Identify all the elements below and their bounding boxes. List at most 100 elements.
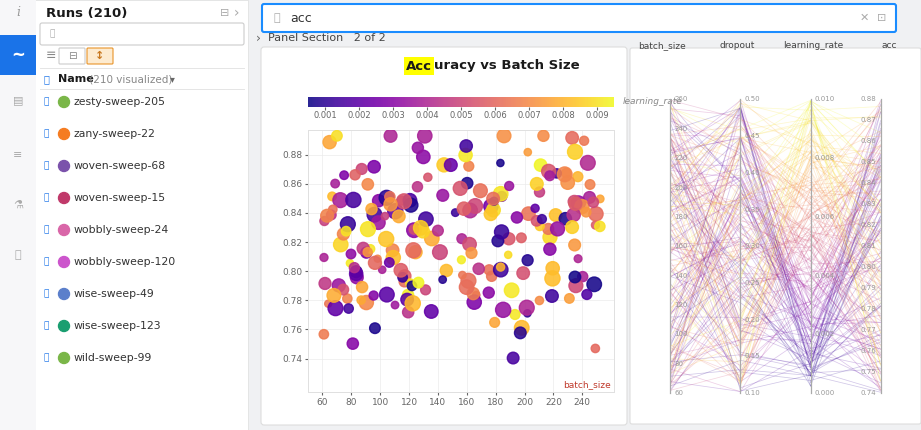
- Text: 0.10: 0.10: [745, 390, 761, 396]
- Point: [328, 180, 343, 187]
- Text: 200: 200: [674, 184, 688, 190]
- Point: [502, 182, 517, 189]
- Point: [530, 218, 544, 224]
- Text: acc: acc: [290, 12, 311, 25]
- FancyBboxPatch shape: [630, 48, 921, 424]
- Point: [324, 212, 339, 218]
- Point: [328, 305, 343, 312]
- Point: [322, 139, 337, 146]
- Point: [454, 256, 469, 263]
- Point: [558, 215, 573, 222]
- Point: [528, 205, 542, 212]
- FancyBboxPatch shape: [261, 47, 627, 425]
- Text: 100: 100: [674, 332, 688, 338]
- Point: [534, 215, 549, 222]
- Point: [386, 254, 401, 261]
- Point: [382, 259, 397, 266]
- Point: [360, 249, 375, 255]
- Text: 0.15: 0.15: [745, 353, 761, 359]
- Point: [397, 278, 412, 285]
- Point: [466, 290, 481, 297]
- Point: [448, 209, 462, 216]
- Point: [571, 200, 586, 206]
- Point: [459, 143, 473, 150]
- Point: [367, 259, 382, 266]
- Point: [443, 162, 458, 169]
- Point: [360, 181, 375, 188]
- Point: [411, 279, 426, 286]
- Point: [542, 246, 557, 252]
- Text: wobbly-sweep-120: wobbly-sweep-120: [74, 257, 176, 267]
- Point: [349, 270, 364, 277]
- Circle shape: [59, 257, 69, 267]
- Point: [418, 286, 433, 293]
- Point: [371, 219, 386, 226]
- Point: [439, 267, 454, 274]
- Point: [327, 292, 342, 299]
- Point: [347, 264, 362, 271]
- Point: [402, 280, 417, 287]
- Text: 👁: 👁: [44, 74, 50, 84]
- Point: [388, 208, 402, 215]
- FancyBboxPatch shape: [87, 48, 113, 64]
- Point: [565, 224, 579, 230]
- Text: 180: 180: [674, 214, 688, 220]
- Point: [507, 311, 522, 318]
- Point: [542, 234, 557, 241]
- Point: [550, 225, 565, 232]
- Point: [397, 273, 412, 280]
- Text: 0.80: 0.80: [860, 264, 877, 270]
- Point: [344, 251, 358, 258]
- Text: 0.81: 0.81: [860, 243, 877, 249]
- Point: [473, 187, 488, 194]
- Text: 0.30: 0.30: [745, 243, 761, 249]
- Text: 80: 80: [674, 361, 683, 367]
- Point: [343, 260, 357, 267]
- Point: [462, 207, 477, 214]
- Point: [576, 273, 590, 280]
- Text: 0.78: 0.78: [860, 306, 877, 312]
- Point: [562, 295, 577, 302]
- Text: 240: 240: [674, 126, 688, 132]
- Point: [411, 144, 426, 151]
- Point: [333, 241, 348, 248]
- Point: [495, 228, 509, 235]
- Point: [577, 137, 591, 144]
- Point: [578, 209, 593, 215]
- FancyBboxPatch shape: [59, 48, 85, 64]
- Point: [400, 296, 414, 303]
- Text: 0.74: 0.74: [861, 390, 877, 396]
- Point: [494, 264, 508, 270]
- Point: [355, 166, 369, 172]
- Point: [342, 305, 356, 312]
- FancyBboxPatch shape: [262, 4, 896, 32]
- Point: [514, 324, 529, 331]
- Point: [557, 171, 572, 178]
- Point: [320, 212, 334, 219]
- Text: 0.40: 0.40: [745, 170, 761, 176]
- Point: [536, 132, 551, 139]
- Point: [436, 192, 450, 199]
- Point: [367, 211, 382, 218]
- Point: [580, 160, 595, 166]
- Text: 260: 260: [674, 96, 688, 102]
- Text: 220: 220: [674, 155, 688, 161]
- Text: 🔍: 🔍: [50, 30, 55, 39]
- Point: [403, 202, 418, 209]
- Text: learning_rate: learning_rate: [783, 41, 844, 50]
- Text: 60: 60: [674, 390, 683, 396]
- Point: [514, 234, 529, 241]
- Circle shape: [59, 353, 69, 363]
- Text: 👁: 👁: [44, 225, 50, 234]
- Point: [367, 163, 381, 170]
- Point: [431, 227, 446, 234]
- Point: [589, 221, 603, 228]
- Point: [363, 246, 378, 252]
- Point: [482, 267, 496, 273]
- Point: [501, 252, 516, 258]
- Point: [485, 195, 500, 202]
- Point: [502, 235, 517, 242]
- Text: i: i: [16, 6, 20, 18]
- Text: 0.35: 0.35: [745, 206, 761, 212]
- Point: [425, 235, 439, 242]
